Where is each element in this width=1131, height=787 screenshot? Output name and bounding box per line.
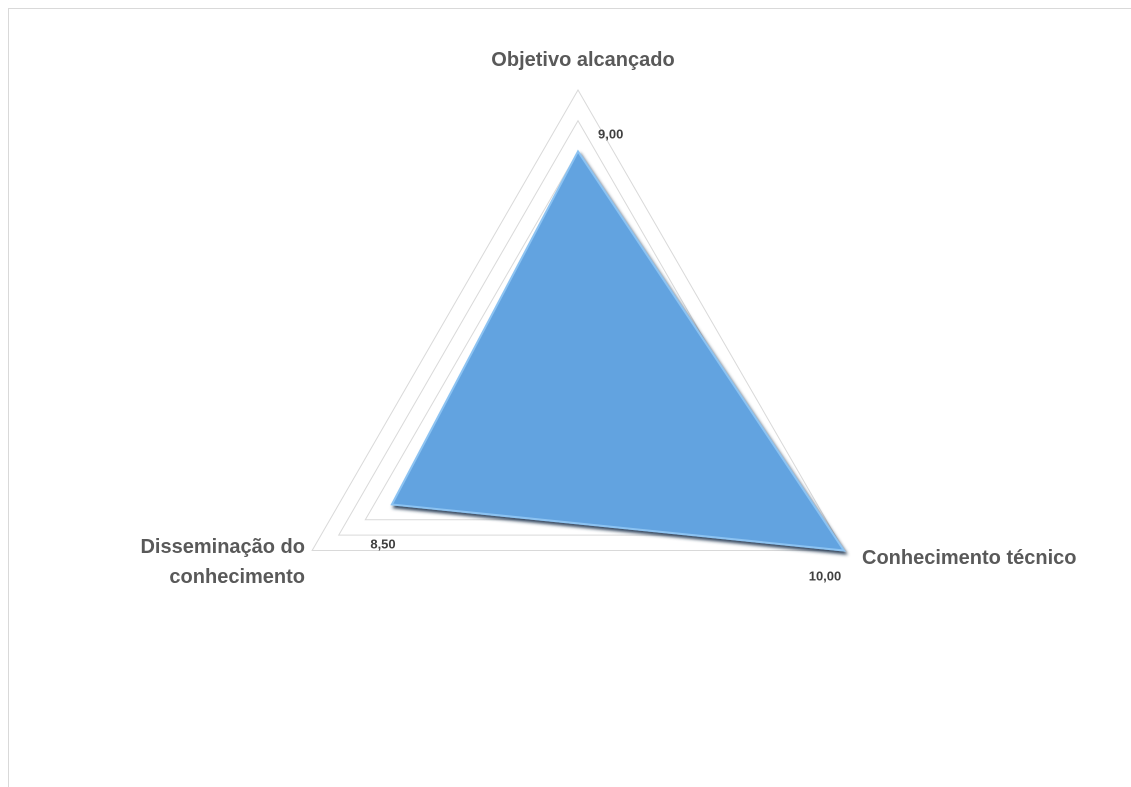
category-label: Objetivo alcançado <box>491 49 675 71</box>
data-label: 8,50 <box>370 536 395 551</box>
grid-line <box>337 119 819 536</box>
category-label: Disseminação do conhecimento <box>140 536 305 588</box>
radar-area <box>390 149 846 552</box>
data-label: 9,00 <box>598 126 623 141</box>
data-label: 10,00 <box>809 568 842 583</box>
chart-border <box>8 8 1131 787</box>
category-label: Conhecimento técnico <box>862 547 1077 569</box>
grid-line <box>311 89 845 551</box>
